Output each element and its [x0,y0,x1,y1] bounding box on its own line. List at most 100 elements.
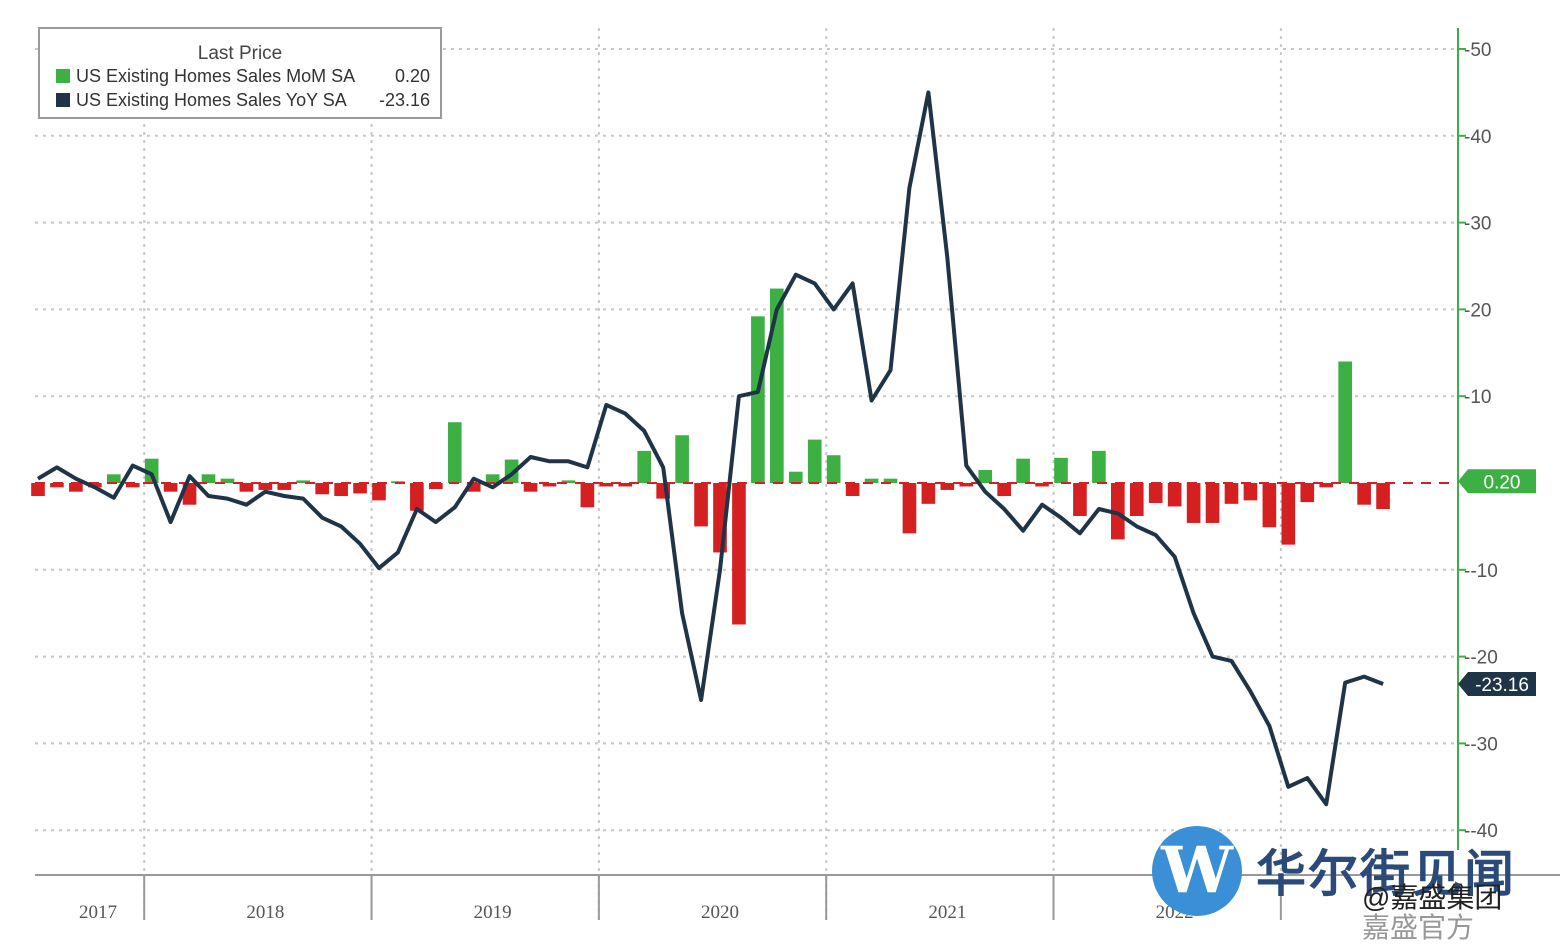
y-tick-label: --30 [1464,734,1498,755]
mom-bar [372,483,386,501]
mom-bar [447,422,462,483]
mom-bar [201,474,216,483]
mom-bar [1186,483,1201,523]
mom-bar [485,474,500,483]
y-tick-label: -10 [1464,387,1491,408]
last-value-tag-mom-text: 0.20 [1484,472,1521,493]
x-tick-label: 2018 [246,902,284,923]
mom-bar [466,483,481,492]
mom-bar [353,483,367,494]
mom-bar [599,483,614,487]
mom-bar [258,483,273,490]
mom-bar [31,483,45,497]
legend-value-mom: 0.20 [394,65,430,86]
legend-item-yoy: US Existing Homes Sales YoY SA -23.16 [56,89,430,111]
watermark: W 华尔街见闻 @嘉盛集团 嘉盛官方 [1152,826,1562,946]
mom-bar [637,450,652,483]
mom-bar [921,483,936,504]
mom-bar [239,483,254,492]
yoy-line [36,90,1384,807]
y-tick-label: -40 [1464,127,1491,148]
mom-bar [220,478,235,483]
mom-bar [864,478,879,483]
mom-bar [125,483,140,488]
legend-label-yoy: US Existing Homes Sales YoY SA [76,89,347,110]
mom-bar [163,483,178,492]
mom-bar [1167,483,1182,507]
line-layer [36,90,1384,807]
bar-layer [31,288,1455,625]
mom-bar [770,288,784,483]
watermark-handle: @嘉盛集团 [1362,882,1503,913]
mom-bar [845,483,860,497]
watermark-handle-2: 嘉盛官方 [1362,912,1475,943]
y-tick-label: --10 [1464,561,1498,582]
mom-bar [1281,483,1296,545]
mom-bar [997,483,1011,497]
mom-bar [959,483,974,487]
last-value-tag-mom-shape [1458,469,1536,494]
mom-bar [1054,457,1068,483]
mom-bar [1016,458,1030,483]
mom-bar [978,469,993,483]
mom-bar [1357,483,1371,505]
last-value-tag-mom: 0.20 [1458,469,1536,494]
x-tick-label: 2019 [474,902,512,923]
mom-bar [1092,450,1106,483]
legend-swatch-yoy [56,93,70,107]
mom-bar [1338,361,1352,483]
mom-bar [1129,483,1144,516]
mom-bar [580,483,595,508]
mom-bar [1243,483,1258,501]
legend-value-yoy: -23.16 [378,89,430,110]
mom-bar [883,478,898,483]
mom-bar [106,474,121,483]
y-tick-label: -30 [1464,214,1491,235]
mom-bar [523,483,538,492]
last-value-tag-yoy-shape [1458,672,1536,697]
mom-bar [277,483,292,490]
x-tick-label: 2020 [701,902,739,923]
legend-item-mom: US Existing Homes Sales MoM SA 0.20 [56,65,430,87]
mom-bar [1300,483,1315,503]
y-tick-label: --20 [1464,648,1498,669]
y-tick-label: -50 [1464,40,1491,61]
grid-layer [35,28,1455,920]
mom-bar [1035,483,1049,487]
mom-bar [1111,483,1125,540]
mom-bar [940,483,955,490]
legend-label-mom: US Existing Homes Sales MoM SA [76,65,356,86]
y-tick-label: -20 [1464,300,1491,321]
mom-bar [69,483,83,492]
mom-bar [694,483,708,527]
watermark-site: 华尔街见闻 [1256,844,1516,903]
mom-bar [50,483,64,488]
mom-bar [902,483,917,534]
mom-bar [561,480,576,483]
mom-bar [751,316,765,483]
mom-bar [675,435,689,483]
mom-bar [1148,483,1163,503]
x-tick-label: 2017 [79,902,117,923]
last-value-tag-yoy-text: -23.16 [1475,675,1529,696]
x-tick-label: 2021 [928,902,966,923]
mom-bar [1073,483,1087,516]
mom-bar [1224,483,1239,504]
mom-bar [732,483,746,625]
axis-layer: -50 -40 -30 -20 -10 --10 --20 --30 --40 0.20 -23.1… [35,28,1560,923]
mom-bar [1376,483,1390,510]
mom-bar [1319,483,1334,488]
mom-bar [315,483,329,495]
mom-bar [410,483,424,511]
mom-bar [1262,483,1277,528]
y-tick-label: --40 [1464,821,1498,842]
mom-bar [542,483,557,487]
mom-bar [807,439,822,483]
last-value-tag-yoy: -23.16 [1458,672,1536,697]
mom-bar [334,483,348,497]
mom-bar [1205,483,1220,523]
watermark-logo-icon: W [1152,826,1242,916]
legend-title: Last Price [197,43,283,64]
mom-bar [826,455,841,483]
